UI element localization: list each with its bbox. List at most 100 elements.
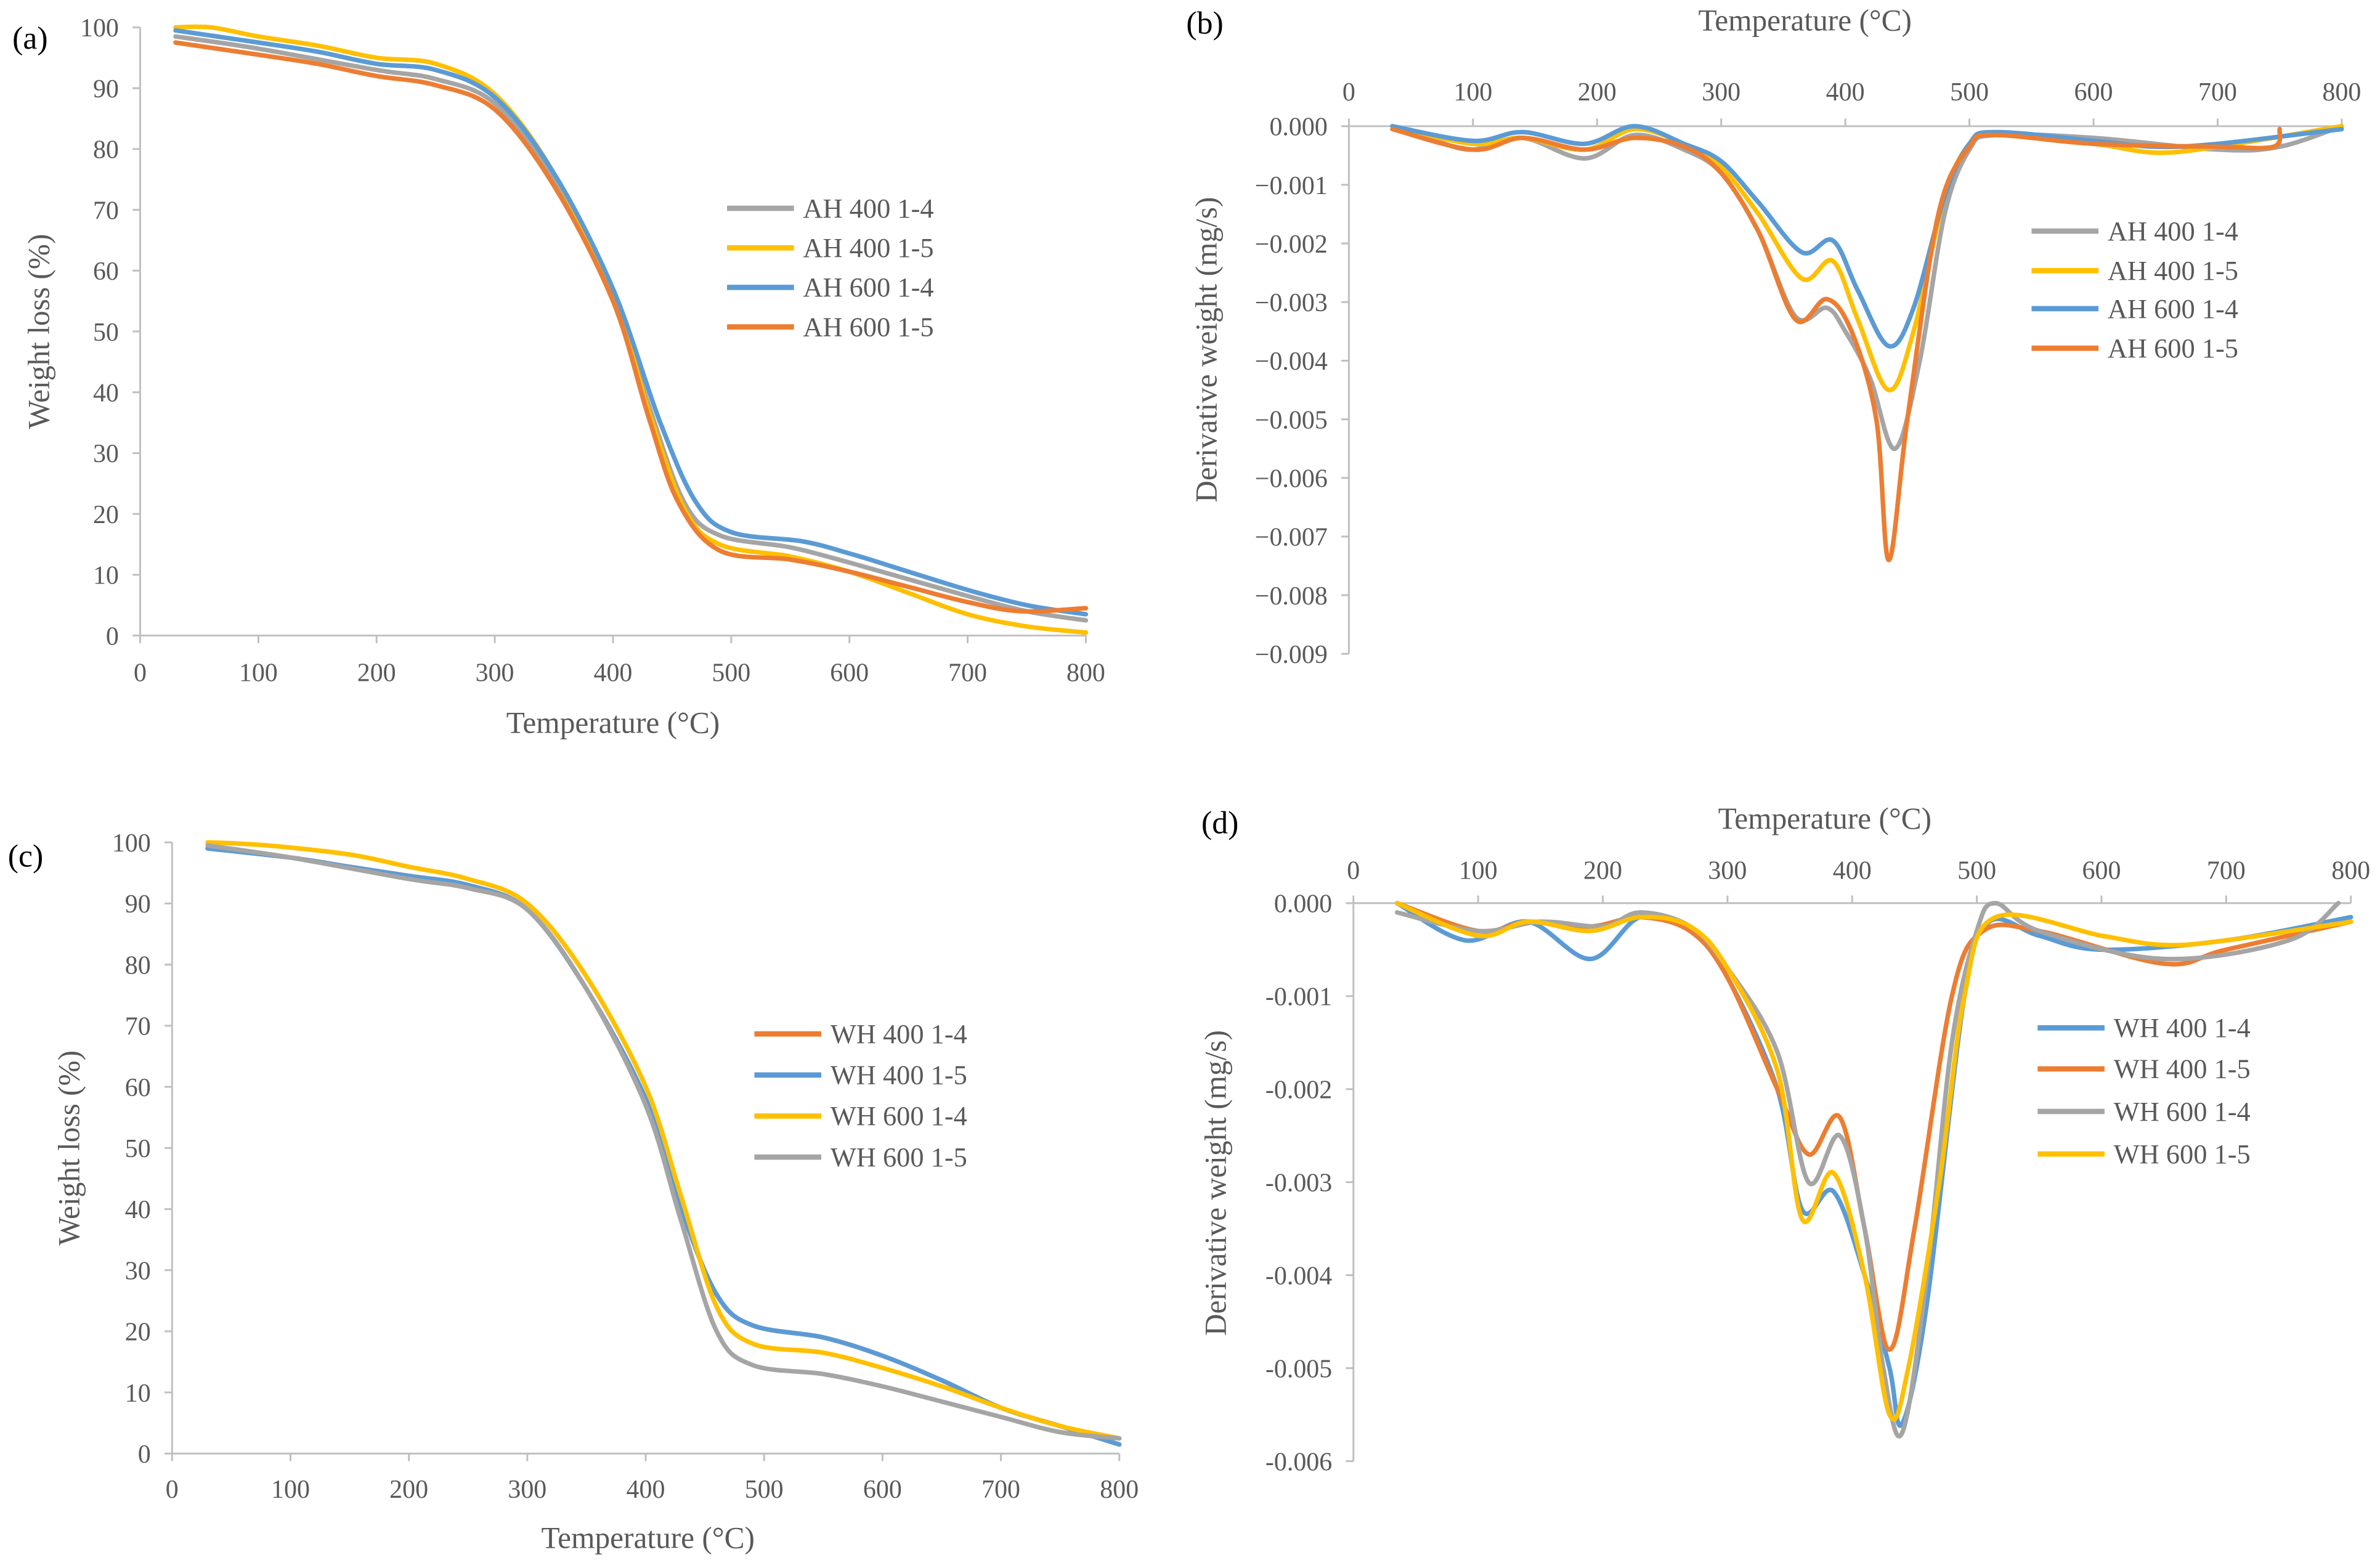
x-tick-label: 200 — [1578, 78, 1617, 107]
x-tick-label: 800 — [2331, 856, 2370, 885]
legend-label: WH 600 1-5 — [831, 1142, 967, 1172]
legend-label: WH 600 1-4 — [831, 1100, 967, 1131]
x-tick-label: 100 — [1459, 856, 1498, 885]
series-line-ah-400-1-4 — [173, 34, 1089, 623]
y-axis-title: Weight loss (%) — [52, 1050, 86, 1246]
x-axis-title: Temperature (°C) — [541, 1521, 754, 1554]
x-tick-label: 400 — [1833, 856, 1872, 885]
x-tick-label: 800 — [1100, 1476, 1139, 1504]
y-tick-label: −0.001 — [1255, 172, 1328, 200]
y-tick-label: -0.001 — [1265, 983, 1332, 1012]
y-tick-label: 20 — [125, 1318, 151, 1347]
legend-label: WH 400 1-4 — [2114, 1012, 2251, 1043]
panel-a-tga-ah: (a) 0 100 200 300 400 500 600 700 800 0 10 20 30 40 50 6… — [12, 14, 1105, 739]
x-tick-label: 500 — [1957, 856, 1996, 885]
x-tick-label: 300 — [508, 1476, 546, 1504]
panel-label-c: (c) — [8, 839, 44, 874]
x-tick-label: 700 — [948, 659, 987, 688]
x-tick-label: 800 — [1066, 659, 1105, 688]
x-tick-label: 500 — [1950, 78, 1989, 107]
y-tick-label: −0.005 — [1255, 406, 1328, 434]
x-tick-label: 100 — [1453, 78, 1492, 107]
x-tick-label: 400 — [1826, 78, 1865, 107]
y-tick-label: 40 — [93, 380, 119, 408]
y-tick-label: -0.005 — [1265, 1355, 1332, 1383]
x-tick-label: 800 — [2322, 78, 2361, 107]
series-line-wh-600-1-5 — [205, 843, 1122, 1441]
y-tick-label: 50 — [93, 319, 119, 347]
x-tick-label: 300 — [1702, 78, 1740, 107]
y-tick-label: -0.002 — [1265, 1076, 1332, 1105]
legend-label: WH 600 1-4 — [2114, 1096, 2251, 1127]
y-tick-label: 100 — [112, 829, 151, 858]
x-tick-label: 0 — [166, 1476, 179, 1504]
legend-label: WH 600 1-5 — [2114, 1139, 2251, 1169]
legend-label: AH 400 1-4 — [2108, 216, 2238, 246]
x-tick-label: 700 — [2207, 856, 2246, 885]
x-tick-label: 300 — [1708, 856, 1747, 885]
panel-b-dtg-ah: (b) 0 100 200 300 400 500 600 700 800 0.000 −0.001 −… — [1186, 3, 2361, 669]
y-tick-label: 30 — [125, 1257, 151, 1285]
y-axis-title: Weight loss (%) — [22, 234, 55, 429]
y-tick-label: −0.006 — [1255, 465, 1328, 494]
y-tick-label: 70 — [125, 1013, 151, 1041]
y-tick-label: 20 — [93, 501, 119, 529]
panel-label-a: (a) — [12, 21, 48, 56]
series-line-wh-600-1-4 — [1394, 901, 2341, 1439]
x-tick-label: 0 — [134, 659, 147, 688]
x-tick-label: 600 — [2082, 856, 2121, 885]
legend-label: AH 600 1-4 — [2108, 293, 2238, 324]
panel-label-b: (b) — [1186, 6, 1223, 41]
series-line-wh-600-1-4 — [205, 840, 1122, 1441]
y-tick-label: −0.009 — [1255, 641, 1328, 669]
x-tick-label: 300 — [476, 659, 514, 688]
y-tick-label: -0.003 — [1265, 1169, 1332, 1198]
y-tick-label: −0.002 — [1255, 230, 1328, 259]
y-tick-label: −0.004 — [1255, 347, 1328, 376]
legend-label: AH 400 1-4 — [803, 193, 933, 224]
x-tick-label: 200 — [1583, 856, 1622, 885]
legend-label: AH 600 1-5 — [803, 311, 933, 342]
y-tick-label: 10 — [93, 562, 119, 590]
y-tick-label: 50 — [125, 1135, 151, 1163]
x-axis-title: Temperature (°C) — [506, 705, 720, 739]
x-tick-label: 200 — [389, 1476, 428, 1504]
y-tick-label: −0.003 — [1255, 289, 1328, 317]
y-tick-label: 10 — [125, 1379, 151, 1408]
y-tick-label: 80 — [125, 951, 151, 980]
y-tick-label: −0.007 — [1255, 524, 1328, 552]
x-tick-label: 100 — [271, 1476, 310, 1504]
legend-label: WH 400 1-5 — [831, 1060, 967, 1091]
x-tick-label: 600 — [863, 1476, 902, 1504]
y-tick-label: 0 — [138, 1440, 151, 1469]
panel-d-dtg-wh: (d) 0 100 200 300 400 500 600 700 800 0.000 -0.001 -… — [1198, 802, 2370, 1476]
y-tick-label: 70 — [93, 197, 119, 225]
y-tick-label: 100 — [80, 14, 119, 43]
y-axis-title: Derivative weight (mg/s) — [1190, 197, 1224, 503]
y-tick-label: −0.008 — [1255, 582, 1328, 611]
y-tick-label: 0.000 — [1269, 113, 1327, 142]
legend-label: WH 400 1-4 — [831, 1018, 967, 1049]
y-tick-label: 0.000 — [1274, 890, 1332, 919]
legend-label: AH 400 1-5 — [2108, 255, 2238, 286]
panel-c-tga-wh: (c) 0 100 200 300 400 500 600 700 800 0 10 20 30 40 50 6… — [8, 829, 1139, 1554]
series-line-wh-400-1-5 — [205, 846, 1122, 1447]
legend-label: AH 600 1-4 — [803, 272, 933, 303]
y-tick-label: 60 — [125, 1074, 151, 1102]
series-line-ah-600-1-4 — [173, 28, 1089, 617]
series-line-ah-600-1-4 — [1390, 124, 2344, 349]
x-tick-label: 700 — [2198, 78, 2237, 107]
y-tick-label: 0 — [106, 622, 119, 651]
x-tick-label: 500 — [745, 1476, 784, 1504]
x-tick-label: 100 — [239, 659, 278, 688]
x-tick-label: 400 — [627, 1476, 665, 1504]
y-axis-title: Derivative weight (mg/s) — [1198, 1030, 1232, 1336]
x-tick-label: 500 — [712, 659, 750, 688]
y-tick-label: 90 — [93, 75, 119, 104]
panel-label-d: (d) — [1201, 805, 1238, 840]
x-axis-title: Temperature (°C) — [1699, 3, 1912, 37]
x-tick-label: 700 — [981, 1476, 1020, 1504]
y-tick-label: 40 — [125, 1196, 151, 1224]
x-tick-label: 600 — [830, 659, 869, 688]
